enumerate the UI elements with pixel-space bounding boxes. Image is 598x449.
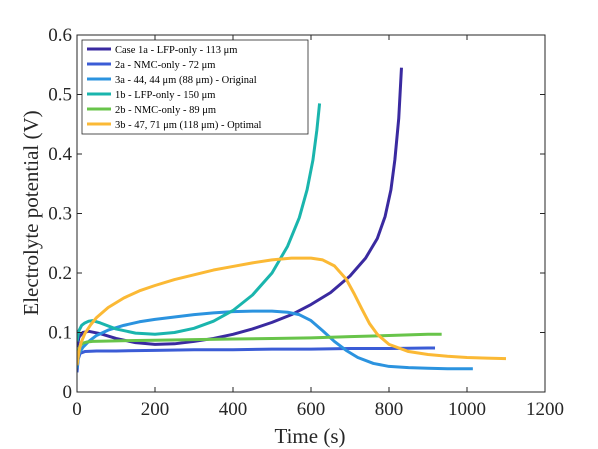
y-axis-label: Electrolyte potential (V) [19, 110, 43, 315]
x-tick-label: 1200 [526, 399, 564, 420]
plot-area [77, 67, 507, 373]
x-tick-label: 0 [72, 399, 82, 420]
y-tick-label: 0 [63, 382, 73, 403]
y-tick-label: 0.1 [48, 323, 72, 344]
legend-entry-label: 3b - 47, 71 μm (118 μm) - Optimal [115, 120, 262, 131]
legend-entry-label: 3a - 44, 44 μm (88 μm) - Original [115, 75, 257, 86]
x-tick-label: 1000 [448, 399, 486, 420]
x-tick-label: 200 [141, 399, 170, 420]
y-tick-label: 0.5 [48, 85, 72, 106]
x-axis-label: Time (s) [275, 424, 346, 448]
x-tick-label: 600 [297, 399, 326, 420]
legend-entry-label: 2b - NMC-only - 89 μm [115, 105, 216, 116]
y-tick-label: 0.6 [48, 25, 72, 46]
legend-box [81, 39, 309, 135]
y-tick-label: 0.4 [48, 144, 72, 165]
axes: 0 200 400 600 800 1000 1200 0 0.1 0.2 0.3 0.4 0.5 0.6 [48, 25, 564, 420]
y-tick-label: 0.3 [48, 204, 72, 225]
series-line-6 [77, 256, 507, 366]
legend-entry-label: Case 1a - LFP-only - 113 μm [115, 45, 237, 56]
y-tick-label: 0.2 [48, 263, 72, 284]
legend-entry-label: 1b - LFP-only - 150 μm [115, 90, 215, 101]
series-line-4 [77, 103, 322, 342]
series-line-3 [77, 309, 473, 371]
x-tick-label: 400 [219, 399, 248, 420]
legend-entry-label: 2a - NMC-only - 72 μm [115, 60, 215, 71]
series-line-2 [77, 346, 436, 373]
legend: Case 1a - LFP-only - 113 μm 2a - NMC-only… [81, 39, 309, 135]
x-tick-label: 800 [375, 399, 404, 420]
